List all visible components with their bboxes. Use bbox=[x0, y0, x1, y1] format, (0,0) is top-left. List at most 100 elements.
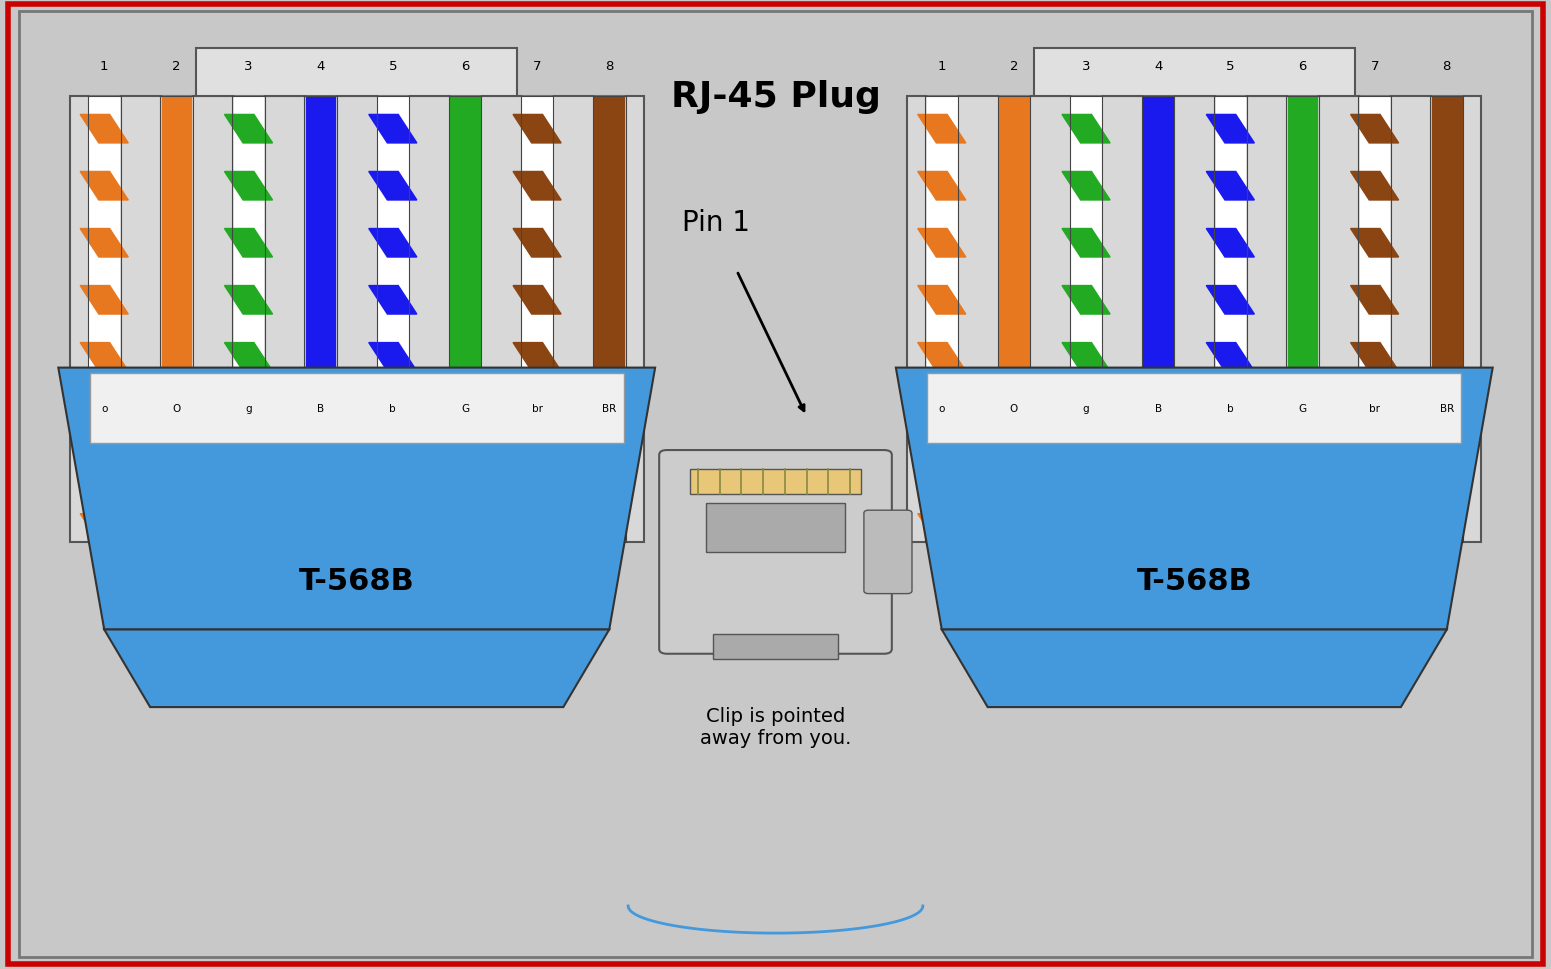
Polygon shape bbox=[369, 286, 417, 315]
Text: 7: 7 bbox=[534, 60, 541, 73]
Polygon shape bbox=[1062, 286, 1111, 315]
Text: b: b bbox=[1227, 404, 1233, 414]
Text: 7: 7 bbox=[1371, 60, 1379, 73]
Text: BR: BR bbox=[602, 404, 616, 414]
Polygon shape bbox=[1351, 457, 1399, 485]
Text: O: O bbox=[1010, 404, 1017, 414]
Polygon shape bbox=[81, 286, 129, 315]
Polygon shape bbox=[1062, 515, 1111, 543]
Polygon shape bbox=[1207, 515, 1255, 543]
Text: 1: 1 bbox=[937, 60, 946, 73]
Polygon shape bbox=[1207, 172, 1255, 201]
Polygon shape bbox=[513, 457, 561, 485]
Polygon shape bbox=[1351, 286, 1399, 315]
Text: B: B bbox=[1154, 404, 1162, 414]
Polygon shape bbox=[369, 515, 417, 543]
Polygon shape bbox=[896, 368, 1492, 630]
Polygon shape bbox=[513, 230, 561, 258]
Bar bbox=[90, 374, 624, 444]
Text: g: g bbox=[245, 404, 251, 414]
Text: 6: 6 bbox=[461, 60, 468, 73]
Polygon shape bbox=[1351, 172, 1399, 201]
Polygon shape bbox=[1207, 457, 1255, 485]
Polygon shape bbox=[1351, 230, 1399, 258]
Text: br: br bbox=[532, 404, 543, 414]
Polygon shape bbox=[81, 400, 129, 428]
Text: g: g bbox=[1083, 404, 1089, 414]
Polygon shape bbox=[81, 230, 129, 258]
Polygon shape bbox=[1351, 343, 1399, 372]
FancyBboxPatch shape bbox=[659, 451, 892, 654]
Text: 8: 8 bbox=[1442, 60, 1450, 73]
Polygon shape bbox=[1207, 230, 1255, 258]
Polygon shape bbox=[81, 457, 129, 485]
Text: o: o bbox=[101, 404, 107, 414]
Text: 5: 5 bbox=[1227, 60, 1235, 73]
Text: 3: 3 bbox=[244, 60, 253, 73]
Bar bbox=[690, 470, 861, 494]
Text: 4: 4 bbox=[1154, 60, 1162, 73]
Text: 3: 3 bbox=[1081, 60, 1090, 73]
Polygon shape bbox=[918, 400, 966, 428]
Text: 2: 2 bbox=[172, 60, 180, 73]
Text: T-568B: T-568B bbox=[1137, 567, 1252, 596]
Text: T-568B: T-568B bbox=[299, 567, 414, 596]
Text: 4: 4 bbox=[316, 60, 324, 73]
FancyBboxPatch shape bbox=[864, 511, 912, 594]
Text: RJ-45 Plug: RJ-45 Plug bbox=[670, 79, 881, 114]
Polygon shape bbox=[1351, 115, 1399, 143]
Text: B: B bbox=[316, 404, 324, 414]
Polygon shape bbox=[941, 630, 1447, 707]
Polygon shape bbox=[369, 115, 417, 143]
Polygon shape bbox=[1207, 115, 1255, 143]
Polygon shape bbox=[1062, 115, 1111, 143]
Polygon shape bbox=[918, 343, 966, 372]
Polygon shape bbox=[225, 457, 273, 485]
Text: 8: 8 bbox=[605, 60, 613, 73]
Polygon shape bbox=[1062, 457, 1111, 485]
Polygon shape bbox=[1351, 400, 1399, 428]
Polygon shape bbox=[1062, 230, 1111, 258]
Polygon shape bbox=[918, 457, 966, 485]
Polygon shape bbox=[513, 115, 561, 143]
Text: 1: 1 bbox=[99, 60, 109, 73]
Polygon shape bbox=[225, 230, 273, 258]
Polygon shape bbox=[225, 515, 273, 543]
Bar bbox=[927, 374, 1461, 444]
Text: b: b bbox=[389, 404, 396, 414]
Polygon shape bbox=[369, 343, 417, 372]
Polygon shape bbox=[59, 368, 655, 630]
Text: Clip is pointed
away from you.: Clip is pointed away from you. bbox=[700, 706, 851, 747]
Polygon shape bbox=[1207, 286, 1255, 315]
Polygon shape bbox=[369, 230, 417, 258]
Bar bbox=[907, 97, 1481, 543]
Polygon shape bbox=[225, 115, 273, 143]
Text: o: o bbox=[938, 404, 945, 414]
Polygon shape bbox=[81, 515, 129, 543]
Polygon shape bbox=[1062, 172, 1111, 201]
Text: Pin 1: Pin 1 bbox=[682, 209, 751, 236]
Polygon shape bbox=[513, 400, 561, 428]
Bar bbox=[195, 48, 518, 97]
Bar bbox=[70, 97, 644, 543]
Bar bbox=[1033, 48, 1356, 97]
Polygon shape bbox=[369, 172, 417, 201]
Polygon shape bbox=[81, 343, 129, 372]
Polygon shape bbox=[513, 515, 561, 543]
Polygon shape bbox=[104, 630, 610, 707]
Bar bbox=[706, 504, 845, 552]
Polygon shape bbox=[81, 115, 129, 143]
Polygon shape bbox=[918, 230, 966, 258]
Text: G: G bbox=[461, 404, 468, 414]
Polygon shape bbox=[918, 115, 966, 143]
Polygon shape bbox=[1207, 343, 1255, 372]
Text: O: O bbox=[172, 404, 180, 414]
Text: BR: BR bbox=[1439, 404, 1453, 414]
Polygon shape bbox=[1351, 515, 1399, 543]
Text: 5: 5 bbox=[389, 60, 397, 73]
Polygon shape bbox=[369, 457, 417, 485]
Polygon shape bbox=[918, 172, 966, 201]
Polygon shape bbox=[225, 172, 273, 201]
Polygon shape bbox=[513, 172, 561, 201]
Polygon shape bbox=[1062, 343, 1111, 372]
